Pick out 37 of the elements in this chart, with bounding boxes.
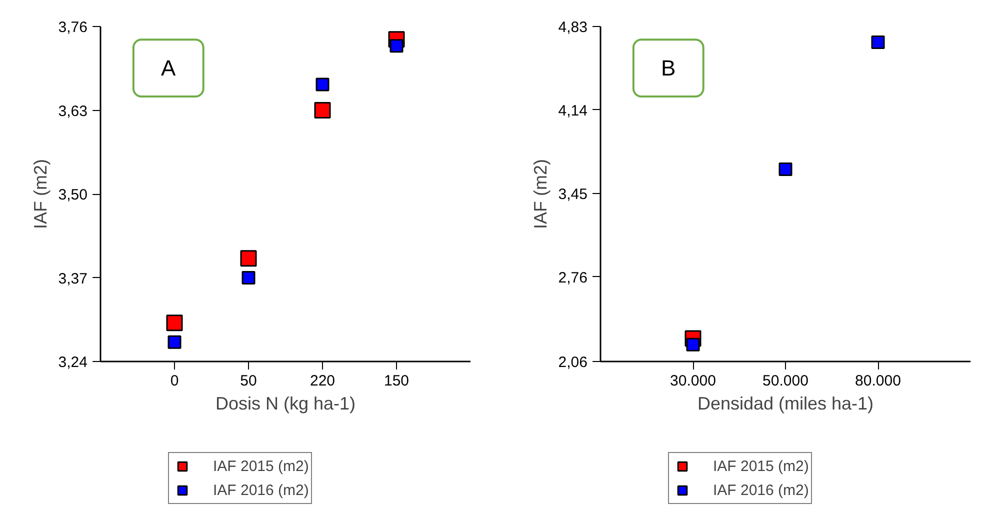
point bbox=[240, 250, 257, 267]
x-tick-label: 150 bbox=[384, 372, 410, 390]
x-axis-title: Densidad (miles ha-1) bbox=[697, 394, 874, 414]
point bbox=[166, 314, 183, 332]
point bbox=[686, 338, 700, 352]
y-tick-label: 3,45 bbox=[558, 186, 588, 203]
point bbox=[390, 39, 404, 53]
y-tick-label: 3,50 bbox=[58, 186, 88, 204]
x-tick-label: 220 bbox=[310, 372, 336, 390]
y-tick-label: 2,76 bbox=[558, 269, 588, 286]
point bbox=[242, 271, 256, 284]
y-axis-title: IAF (m2) bbox=[530, 159, 550, 229]
y-tick-label: 3,24 bbox=[58, 354, 88, 371]
x-tick-label: 30.000 bbox=[670, 372, 716, 390]
x-tick-label: 0 bbox=[170, 372, 179, 390]
y-tick-label: 3,63 bbox=[58, 102, 88, 120]
point bbox=[871, 35, 885, 49]
legend-label: IAF 2015 (m2) bbox=[713, 458, 809, 474]
y-tick-label: 2,06 bbox=[558, 354, 588, 371]
x-tick-label: 50 bbox=[240, 372, 257, 390]
x-tick-label: 80.000 bbox=[855, 372, 901, 390]
annotation: A bbox=[161, 56, 176, 81]
x-tick-label: 50.000 bbox=[762, 372, 808, 390]
point bbox=[314, 102, 331, 118]
y-tick-label: 3,76 bbox=[58, 19, 88, 36]
annotation: B bbox=[661, 56, 676, 81]
y-tick-label: 3,37 bbox=[58, 270, 88, 288]
point bbox=[778, 162, 792, 176]
x-axis-title: Dosis N (kg ha-1) bbox=[215, 394, 356, 414]
y-tick-label: 4,83 bbox=[558, 19, 588, 36]
y-axis-title: IAF (m2) bbox=[30, 159, 50, 229]
legend-label: IAF 2016 (m2) bbox=[213, 482, 309, 498]
y-tick-label: 4,14 bbox=[558, 102, 588, 120]
point bbox=[168, 335, 182, 349]
point bbox=[316, 78, 330, 92]
legend-label: IAF 2016 (m2) bbox=[713, 482, 809, 498]
legend-label: IAF 2015 (m2) bbox=[213, 458, 309, 474]
